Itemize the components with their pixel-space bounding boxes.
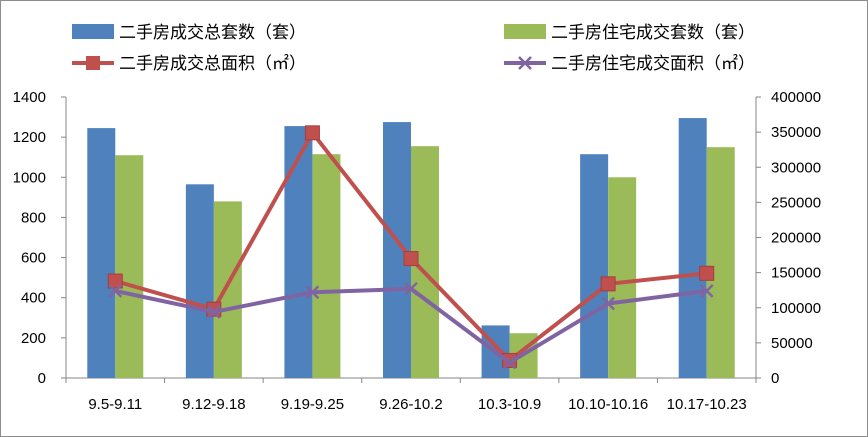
x-tick-label: 10.3-10.9 — [478, 396, 541, 413]
point-total-area — [107, 273, 123, 289]
point-residential-area — [502, 355, 517, 370]
x-tick-label: 9.5-9.11 — [88, 396, 142, 413]
x-tick-label: 9.19-9.25 — [281, 396, 344, 413]
y-right-tick-label: 250000 — [771, 194, 821, 211]
y-right-tick-label: 0 — [771, 370, 779, 387]
x-marker-stroke — [305, 285, 320, 300]
y-right-tick-label: 150000 — [771, 265, 821, 282]
x-marker-stroke — [601, 296, 616, 311]
x-marker-stroke — [206, 305, 221, 319]
y-right-tick-label: 200000 — [771, 230, 821, 247]
legend-swatch-bar — [72, 24, 114, 39]
bar-residential-units — [706, 147, 735, 378]
point-residential-area — [108, 284, 123, 298]
y-right-tick-label: 300000 — [771, 159, 821, 176]
bar-total-units — [87, 128, 116, 378]
x-marker-stroke — [404, 281, 418, 296]
y-left-tick-label: 800 — [21, 209, 46, 226]
legend-label: 二手房成交总面积（㎡） — [119, 54, 306, 74]
y-right-tick-label: 400000 — [771, 89, 821, 106]
y-left-tick-label: 400 — [21, 290, 46, 307]
point-residential-area — [206, 305, 221, 319]
point-residential-area — [601, 296, 616, 311]
legend-marker-square — [86, 56, 100, 70]
legend-swatch-bar — [504, 24, 546, 39]
x-marker-stroke — [502, 355, 517, 370]
bar-total-units — [580, 154, 609, 378]
point-total-area — [304, 125, 320, 141]
point-total-area — [600, 276, 616, 292]
x-tick-label: 10.10-10.16 — [568, 396, 648, 413]
bar-total-units — [284, 126, 313, 378]
point-residential-area — [699, 284, 714, 298]
legend-label: 二手房住宅成交套数（套） — [551, 23, 755, 43]
x-tick-label: 10.17-10.23 — [667, 396, 747, 413]
y-right-tick-label: 350000 — [771, 124, 821, 141]
y-left-tick-label: 200 — [21, 330, 46, 347]
point-residential-area — [404, 281, 418, 296]
y-left-tick-label: 1000 — [13, 169, 46, 186]
y-right-tick-label: 50000 — [771, 335, 813, 352]
legend-marker-x-b — [518, 56, 532, 70]
y-left-tick-label: 1400 — [13, 89, 46, 106]
point-residential-area — [305, 285, 320, 300]
y-left-tick-label: 1200 — [13, 129, 46, 146]
bar-residential-units — [115, 155, 144, 378]
y-left-tick-label: 0 — [38, 370, 46, 387]
bar-residential-units — [213, 201, 242, 378]
bar-total-units — [185, 184, 214, 378]
point-total-area — [403, 251, 419, 267]
y-left-tick-label: 600 — [21, 250, 46, 267]
bar-residential-units — [312, 154, 341, 378]
x-marker-stroke — [108, 284, 123, 298]
x-tick-label: 9.26-10.2 — [379, 396, 442, 413]
bar-total-units — [678, 118, 707, 378]
point-total-area — [699, 265, 715, 281]
legend-label: 二手房住宅成交面积（㎡） — [551, 54, 755, 74]
x-marker-stroke — [699, 284, 714, 298]
x-tick-label: 9.12-9.18 — [182, 396, 245, 413]
y-right-tick-label: 100000 — [771, 300, 821, 317]
legend-label: 二手房成交总套数（套） — [119, 23, 306, 43]
